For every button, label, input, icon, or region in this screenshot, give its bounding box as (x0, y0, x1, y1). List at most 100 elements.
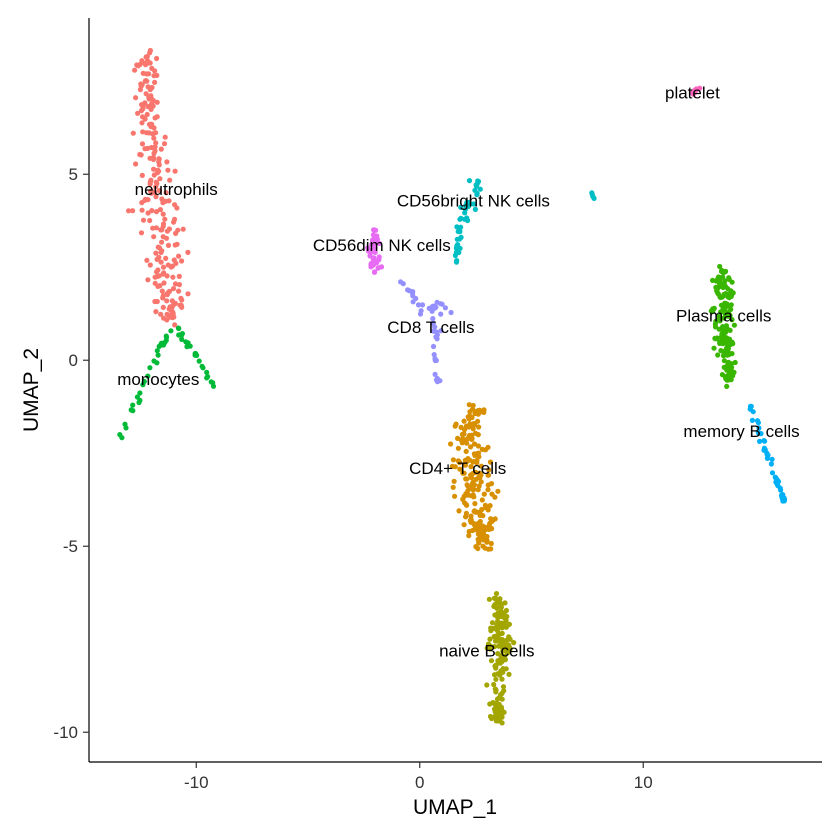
point-neutrophils (163, 255, 169, 261)
point-cd4-t-cells (468, 464, 474, 470)
point-monocytes (119, 435, 125, 441)
point-plasma-cells (721, 280, 727, 286)
cluster-label-naive-b-cells: naive B cells (439, 641, 534, 660)
point-cd4-t-cells (473, 476, 479, 482)
point-neutrophils (145, 210, 151, 216)
cluster-label-neutrophils: neutrophils (135, 180, 218, 199)
point-neutrophils (145, 277, 151, 283)
point-plasma-cells (724, 345, 730, 351)
point-cd4-t-cells (450, 484, 456, 490)
cluster-label-cd56dim-nk-cells: CD56dim NK cells (313, 236, 451, 255)
point-cd4-t-cells (480, 543, 486, 549)
point-plasma-cells (714, 335, 720, 341)
point-cd4-t-cells (484, 539, 490, 545)
point-naive-b-cells (500, 684, 507, 690)
point-memory-b-cells (773, 475, 779, 481)
point-naive-b-cells (487, 636, 493, 642)
point-cd4-t-cells (464, 458, 470, 464)
point-naive-b-cells (495, 651, 501, 657)
point-cd8-t-cells (431, 328, 437, 334)
point-naive-b-cells (494, 706, 500, 712)
point-plasma-cells (724, 367, 730, 373)
point-cd4-t-cells (476, 539, 482, 545)
point-cd56bright-nk-cells (471, 201, 477, 207)
point-plasma-cells (725, 313, 731, 319)
point-neutrophils (179, 297, 185, 303)
point-cd56bright-nk-cells (457, 236, 463, 242)
point-cd4-t-cells (468, 513, 474, 519)
point-monocytes (134, 394, 140, 400)
point-plasma-cells (715, 352, 721, 358)
point-monocytes (122, 421, 128, 427)
point-naive-b-cells (507, 644, 513, 651)
point-plasma-cells (728, 288, 734, 294)
y-tick-label: 0 (69, 351, 78, 370)
point-neutrophils (161, 280, 167, 286)
point-cd4-t-cells (486, 522, 492, 528)
point-naive-b-cells (495, 718, 501, 724)
point-neutrophils (155, 167, 161, 173)
point-neutrophils (159, 288, 165, 294)
point-neutrophils (164, 159, 170, 165)
point-cd4-t-cells (488, 540, 494, 547)
point-memory-b-cells (769, 456, 775, 462)
point-neutrophils (157, 283, 163, 289)
point-neutrophils (153, 194, 159, 200)
point-neutrophils (153, 225, 159, 231)
cluster-label-monocytes: monocytes (117, 370, 199, 389)
point-cd4-t-cells (463, 476, 469, 482)
point-cd56bright-nk-cells (454, 243, 460, 249)
point-cd4-t-cells (476, 527, 482, 534)
point-plasma-cells (728, 302, 734, 308)
point-cd56dim-nk-cells (368, 247, 374, 253)
point-neutrophils (140, 129, 146, 135)
y-tick-label: -5 (63, 537, 78, 556)
point-plasma-cells (723, 303, 729, 309)
point-cd56dim-nk-cells (371, 227, 377, 233)
cluster-labels-layer: neutrophils monocytes CD56bright NK cells C… (117, 83, 799, 660)
point-cd4-t-cells (472, 509, 478, 515)
x-tick-label: -10 (184, 773, 209, 792)
point-cd4-t-cells (461, 522, 467, 528)
point-cd4-t-cells (495, 488, 501, 494)
point-neutrophils (154, 55, 160, 62)
cluster-label-plasma-cells: Plasma cells (676, 307, 771, 326)
point-naive-b-cells (484, 682, 490, 688)
point-monocytes (130, 402, 136, 408)
point-neutrophils (148, 93, 154, 99)
point-cd4-t-cells (460, 496, 466, 502)
point-naive-b-cells (497, 692, 504, 698)
point-neutrophils (162, 216, 168, 222)
cluster-label-cd56bright-nk-cells: CD56bright NK cells (397, 191, 550, 210)
point-cd4-t-cells (470, 402, 476, 409)
point-cd56bright-nk-cells (472, 187, 478, 193)
point-cd4-t-cells (455, 458, 461, 464)
point-monocytes (159, 341, 165, 348)
point-neutrophils (133, 161, 139, 167)
point-platelet (691, 88, 697, 94)
point-neutrophils (146, 71, 152, 77)
point-plasma-cells (718, 302, 725, 308)
point-naive-b-cells (495, 658, 501, 664)
point-neutrophils (179, 258, 185, 264)
point-neutrophils (176, 288, 182, 294)
point-naive-b-cells (498, 640, 504, 647)
point-plasma-cells (718, 268, 725, 274)
point-cd8-t-cells (432, 356, 438, 362)
point-neutrophils (172, 322, 178, 328)
point-monocytes (168, 328, 174, 334)
point-cd4-t-cells (472, 430, 479, 436)
point-neutrophils (170, 274, 176, 280)
point-plasma-cells (722, 374, 728, 380)
point-naive-b-cells (501, 688, 507, 694)
point-neutrophils (135, 110, 141, 116)
point-naive-b-cells (493, 662, 499, 668)
point-cd4-t-cells (465, 483, 471, 489)
point-neutrophils (149, 84, 155, 91)
point-cd4-t-cells (449, 463, 455, 469)
point-neutrophils (148, 122, 154, 128)
point-cd4-t-cells (487, 503, 493, 509)
point-neutrophils (185, 291, 191, 297)
point-cd56dim-nk-cells (372, 245, 378, 251)
